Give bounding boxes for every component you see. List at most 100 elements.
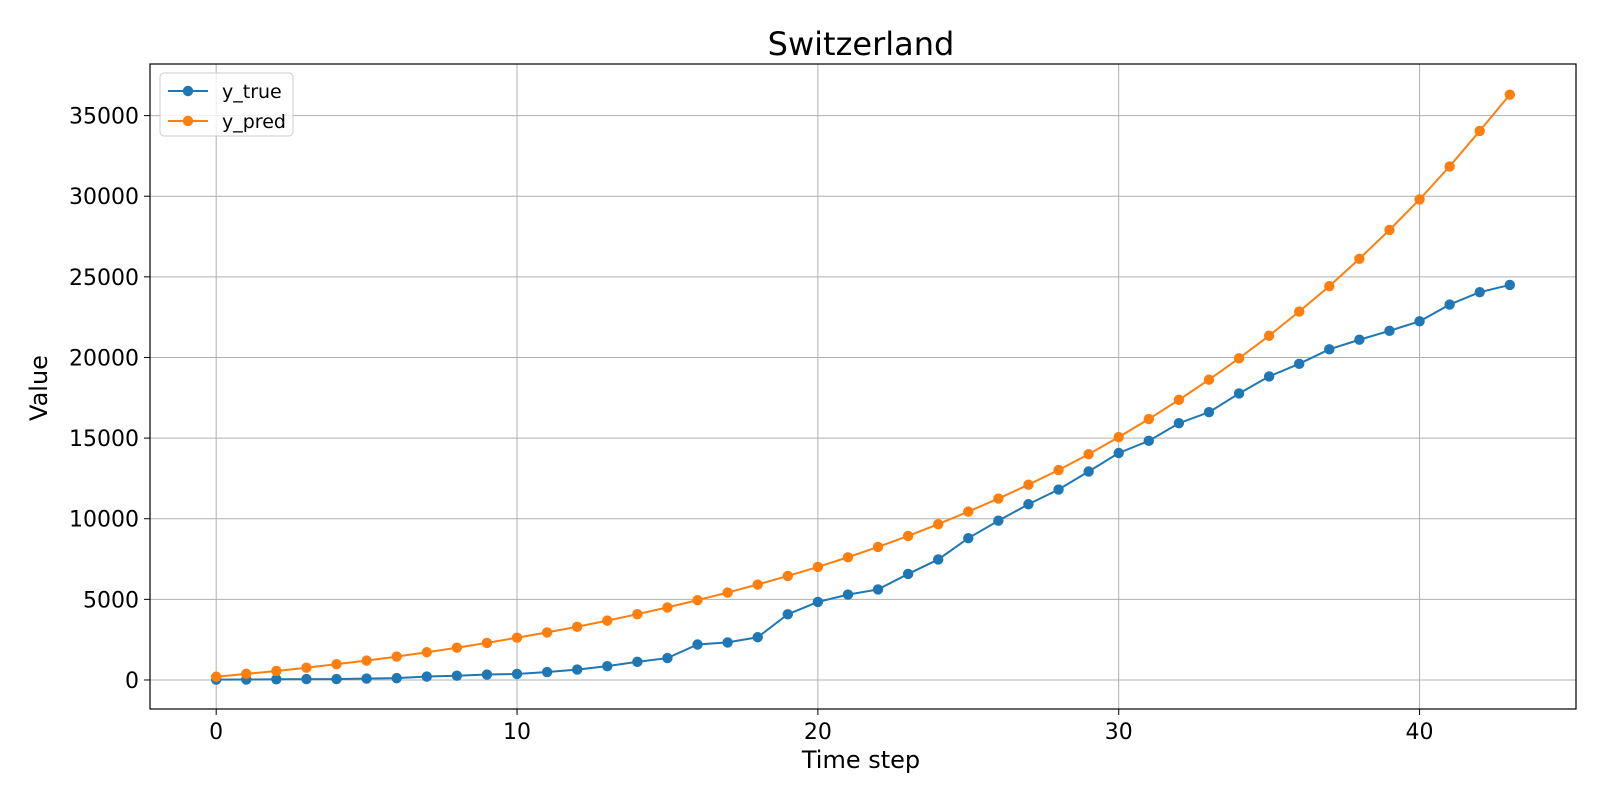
- data-point-y_pred: [1384, 224, 1395, 236]
- y-tick-label: 10000: [69, 508, 139, 533]
- data-point-y_pred: [1023, 479, 1034, 490]
- data-point-y_true: [842, 589, 854, 600]
- data-point-y_pred: [481, 637, 493, 649]
- data-point-y_true: [1113, 447, 1124, 459]
- legend-marker-y_pred: [182, 115, 194, 127]
- data-point-y_true: [1173, 418, 1185, 429]
- y-tick-label: 0: [125, 669, 139, 694]
- legend: y_true y_pred: [159, 72, 294, 137]
- y-tick-label: 15000: [69, 427, 139, 452]
- data-point-y_true: [1023, 499, 1034, 510]
- series-line-y_pred: [216, 93, 1511, 678]
- x-axis-title: Time step: [801, 746, 920, 774]
- data-point-y_pred: [602, 615, 613, 626]
- data-point-y_true: [541, 666, 553, 678]
- data-point-y_true: [1294, 358, 1305, 370]
- data-point-y_true: [602, 660, 613, 672]
- data-point-y_true: [632, 656, 643, 668]
- data-point-y_true: [1354, 334, 1365, 345]
- data-point-y_pred: [1324, 281, 1335, 292]
- data-point-y_pred: [241, 668, 252, 680]
- legend-marker-y_true: [182, 85, 194, 97]
- data-point-y_pred: [511, 632, 523, 643]
- y-tick-label: 30000: [69, 185, 139, 210]
- data-point-y_pred: [842, 552, 854, 563]
- data-point-y_true: [481, 669, 493, 680]
- data-point-y_true: [271, 674, 282, 685]
- series-layer: [210, 89, 1516, 685]
- data-point-y_pred: [1294, 306, 1305, 317]
- data-point-y_true: [451, 670, 463, 681]
- data-point-y_pred: [1203, 374, 1215, 385]
- data-point-y_true: [662, 652, 673, 664]
- data-point-y_true: [1203, 407, 1215, 418]
- data-point-y_pred: [1083, 449, 1094, 460]
- y-tick-label: 5000: [83, 588, 139, 613]
- data-point-y_pred: [963, 506, 974, 517]
- data-point-y_pred: [1173, 394, 1185, 406]
- data-point-y_true: [782, 609, 793, 620]
- data-point-y_pred: [1053, 464, 1064, 476]
- plot-frame: [149, 63, 1577, 710]
- data-point-y_true: [722, 637, 733, 648]
- grid-lines: [150, 64, 1576, 709]
- data-point-y_true: [1233, 388, 1245, 399]
- data-point-y_true: [1474, 286, 1485, 298]
- data-point-y_pred: [361, 655, 372, 666]
- data-point-y_true: [361, 673, 372, 684]
- data-point-y_pred: [1263, 330, 1275, 341]
- data-point-y_true: [752, 632, 763, 643]
- legend-label-y_true: y_true: [222, 81, 282, 103]
- legend-label-y_pred: y_pred: [222, 111, 286, 133]
- data-point-y_true: [1263, 371, 1275, 382]
- data-point-y_true: [872, 584, 884, 595]
- x-tick-label: 20: [804, 720, 832, 745]
- data-point-y_true: [1053, 484, 1064, 495]
- data-point-y_pred: [271, 665, 282, 677]
- data-point-y_true: [1324, 344, 1335, 355]
- data-point-y_true: [1414, 316, 1425, 327]
- data-point-y_pred: [632, 608, 643, 620]
- data-point-y_pred: [1444, 161, 1455, 172]
- y-tick-label: 25000: [69, 266, 139, 291]
- data-point-y_pred: [571, 621, 583, 632]
- data-point-y_pred: [1233, 353, 1245, 364]
- data-point-y_pred: [1504, 89, 1516, 100]
- data-point-y_pred: [872, 541, 884, 553]
- data-point-y_true: [1444, 299, 1455, 310]
- data-point-y_true: [421, 671, 432, 682]
- data-point-y_true: [1384, 325, 1395, 337]
- data-point-y_pred: [1414, 194, 1425, 205]
- data-point-y_pred: [541, 627, 553, 638]
- data-point-y_pred: [782, 570, 793, 582]
- data-point-y_pred: [902, 530, 914, 542]
- data-point-y_pred: [421, 647, 432, 658]
- data-point-y_true: [1143, 435, 1155, 447]
- y-axis-title: Value: [25, 355, 53, 421]
- data-point-y_pred: [933, 519, 944, 530]
- data-point-y_pred: [1143, 413, 1155, 425]
- data-point-y_true: [301, 673, 312, 685]
- data-point-y_true: [391, 672, 402, 684]
- axis-ticks: 0 10 20 30 40 0 5000 10000 15000 20000 25000 30000 3…: [69, 105, 1434, 745]
- data-point-y_true: [812, 596, 824, 608]
- series-y_pred: [210, 89, 1516, 682]
- data-point-y_true: [1504, 279, 1516, 291]
- data-point-y_pred: [331, 658, 342, 670]
- data-point-y_true: [933, 554, 944, 565]
- data-point-y_true: [1083, 466, 1094, 477]
- data-point-y_pred: [752, 579, 763, 590]
- data-point-y_pred: [1113, 431, 1124, 443]
- data-point-y_pred: [662, 602, 673, 613]
- data-point-y_pred: [391, 651, 402, 662]
- data-point-y_true: [692, 639, 703, 650]
- chart-title: Switzerland: [768, 25, 955, 63]
- series-y_true: [210, 279, 1516, 685]
- x-tick-label: 0: [209, 720, 223, 745]
- data-point-y_pred: [993, 493, 1004, 504]
- data-point-y_pred: [812, 561, 824, 573]
- y-tick-label: 35000: [69, 105, 139, 130]
- x-tick-label: 40: [1406, 720, 1434, 745]
- data-point-y_pred: [451, 642, 463, 653]
- data-point-y_pred: [1354, 253, 1365, 264]
